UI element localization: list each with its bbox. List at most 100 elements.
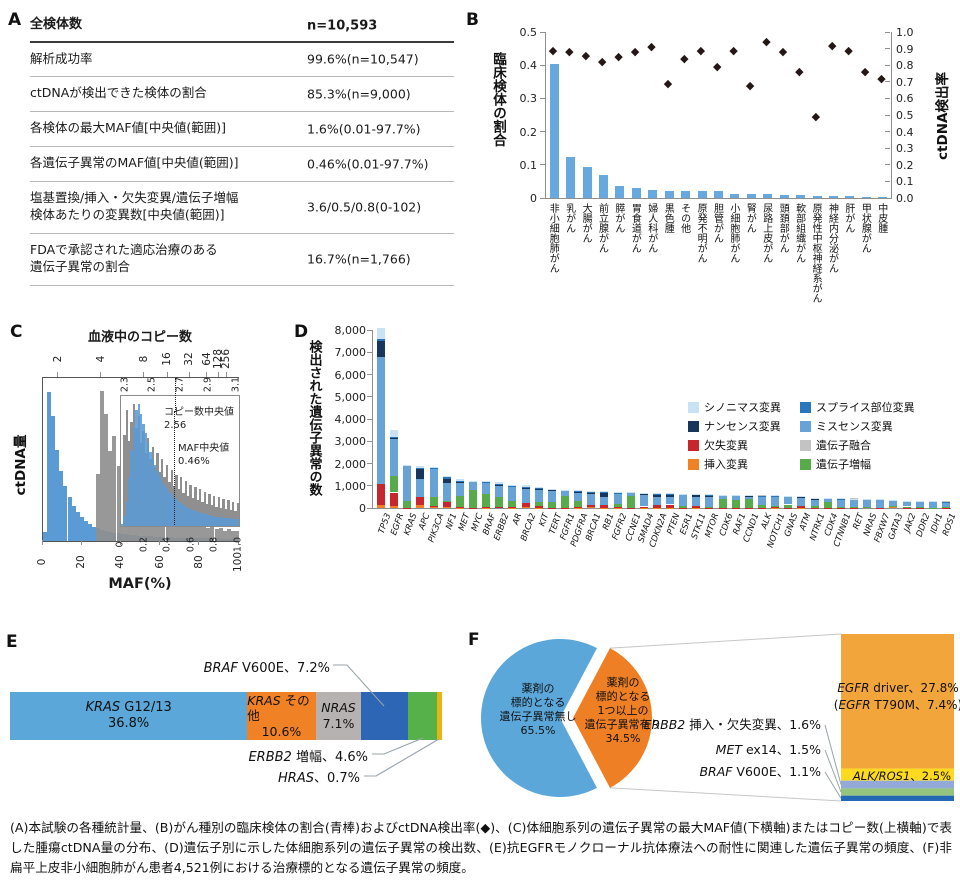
table-row-label: FDAで承認された適応治療のある 遺伝子異常の割合 <box>30 241 218 274</box>
d-bar-segment <box>587 507 596 508</box>
b-diamond: ◆ <box>877 71 886 85</box>
d-bar-segment <box>758 496 766 506</box>
d-y-tick-label: 3,000 <box>334 435 367 449</box>
c-inset-maf-bin <box>158 476 162 526</box>
d-bar-segment <box>547 502 556 508</box>
c-inset-maf-bin <box>156 471 159 526</box>
d-legend-swatch <box>688 439 699 451</box>
b-category-label: 非小細胞肺がん <box>547 203 559 273</box>
b-y-right-tick-mark <box>885 81 890 83</box>
c-inset-maf-bin <box>236 519 239 526</box>
c-copy-bin <box>190 524 195 541</box>
d-bar-segment <box>521 485 530 487</box>
panel-c-label: C <box>10 322 23 342</box>
d-y-tick-label: 4,000 <box>334 413 367 426</box>
d-y-axis-title: 検出された遺伝子異常の数 <box>306 340 322 496</box>
d-bar-segment <box>705 494 714 496</box>
d-bar-segment <box>574 490 582 492</box>
f-pie-label-no-target-line: 薬剤の <box>522 681 555 695</box>
c-inset-maf-bin <box>203 513 206 526</box>
b-category-label: 婦人科がん <box>645 203 657 253</box>
d-y-tick-mark <box>367 374 372 375</box>
f-bar-segment <box>841 780 954 789</box>
e-segment-percent: 10.6% <box>261 723 302 739</box>
d-y-tick-mark <box>367 396 372 398</box>
d-bar-segment <box>587 504 596 508</box>
c-inset-maf-bin <box>139 413 143 526</box>
gene-label-part: V600E <box>237 661 284 676</box>
c-inset-maf-bin <box>151 458 155 526</box>
c-copy-bin <box>234 530 239 541</box>
d-bar-segment <box>508 486 517 502</box>
c-maf-bin <box>92 526 97 541</box>
c-inset-maf-bin <box>215 516 218 526</box>
d-bar-segment <box>416 469 425 480</box>
c-inset-maf-bin <box>170 494 173 526</box>
d-bar-segment <box>823 502 832 508</box>
d-bar-segment <box>797 498 806 506</box>
c-inset-copy-bin <box>224 508 228 526</box>
c-inset-maf-bin <box>165 488 169 526</box>
d-bar-segment <box>482 481 491 482</box>
table-row: 解析成功率 99.6%(n=10,547) <box>30 43 454 78</box>
c-inset-maf-bin <box>187 507 190 526</box>
b-bar <box>812 196 822 198</box>
c-top-tick-mark <box>206 372 208 377</box>
table-row-label: ctDNAが検出できた検体の割合 <box>30 85 207 101</box>
panel-d-label: D <box>294 322 309 342</box>
b-bar <box>829 196 838 198</box>
b-category-label: 腎がん <box>744 203 756 233</box>
c-inset-copy-bin <box>194 487 197 526</box>
d-bar-segment <box>455 482 464 497</box>
d-bar-segment <box>469 490 477 508</box>
b-diamond: ◆ <box>663 76 673 90</box>
panel-f-label: F <box>468 630 480 650</box>
d-y-tick-mark <box>367 440 372 442</box>
b-bar <box>796 195 806 198</box>
d-bar-segment <box>744 495 753 499</box>
b-y-left-tick-label: 0.3 <box>519 92 538 106</box>
c-inset-maf-bin <box>177 501 180 526</box>
b-diamond: ◆ <box>680 52 689 66</box>
b-y-left-tick-mark <box>540 97 545 99</box>
d-y-tick-label: 5,000 <box>334 390 367 404</box>
c-inset-maf-bin <box>146 443 150 526</box>
d-bar-segment <box>600 492 609 497</box>
b-y-right-tick-label: 0.5 <box>896 109 914 122</box>
d-y-tick-mark <box>367 351 372 353</box>
b-bar <box>549 64 559 198</box>
gene-label-part: ERBB2 <box>248 750 292 765</box>
d-bar-segment <box>429 469 438 497</box>
c-copy-bin <box>104 413 109 541</box>
c-x-tick-mark <box>41 540 43 545</box>
c-inset-maf-bin <box>234 518 237 526</box>
c-x-tick-mark <box>237 540 239 545</box>
d-plot-area <box>372 327 951 509</box>
d-bar-segment <box>928 501 937 508</box>
d-bar-segment <box>442 483 451 502</box>
c-maf-bin <box>63 486 68 541</box>
b-y-left-tick-mark <box>540 197 545 199</box>
e-segment-percent: 7.1% <box>322 716 355 731</box>
e-callout-lines <box>333 664 440 777</box>
d-bar-segment <box>692 494 701 496</box>
d-bar-segment <box>889 500 898 502</box>
d-bar-segment <box>390 439 399 476</box>
c-inset-copy-bin <box>236 502 239 526</box>
c-copy-bin <box>202 524 207 541</box>
f-bar-segment <box>841 634 954 769</box>
b-y-left-tick-label: 0.2 <box>519 125 538 139</box>
d-bar-segment <box>442 475 451 478</box>
b-diamond: ◆ <box>630 45 640 59</box>
table-row: 各遺伝子異常のMAF値[中央値(範囲)] 0.46%(0.01-97.7%) <box>30 147 454 183</box>
gene-label-part: G12/13 <box>120 699 172 715</box>
d-bar-segment <box>849 506 858 508</box>
d-bar-segment <box>810 498 819 506</box>
table-header-value: n=10,593 <box>307 18 378 34</box>
b-y-left-tick-label: 0.5 <box>519 26 538 39</box>
c-inset-copy-bin <box>203 491 206 526</box>
d-legend-swatch <box>688 458 699 470</box>
b-category-label: 頭頚部がん <box>777 203 789 253</box>
c-inset-maf-bin <box>229 518 232 526</box>
d-legend-item: 遺伝子増幅 <box>800 456 871 472</box>
